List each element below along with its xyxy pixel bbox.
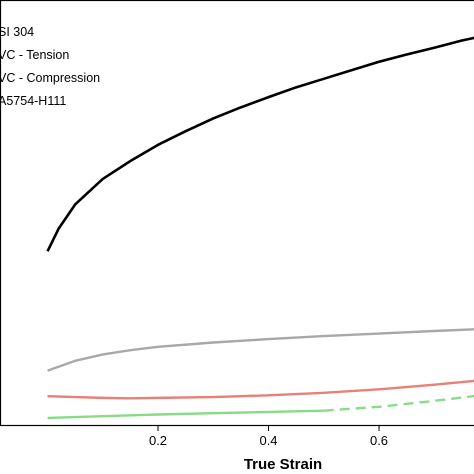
series-layer	[46, 36, 474, 420]
legend-entry-1: SI 304	[0, 25, 34, 39]
series-line-5	[323, 394, 474, 412]
series-line-3	[47, 379, 474, 400]
x-axis: 0.2 0.4 0.6	[149, 426, 388, 448]
x-tick-label-1: 0.2	[149, 433, 167, 448]
series-line-2	[47, 328, 474, 372]
x-axis-label: True Strain	[244, 456, 322, 473]
legend: SI 304 VC - Tension VC - Compression A5754-…	[0, 25, 100, 108]
series-line-1	[46, 36, 474, 252]
x-tick-label-3: 0.6	[370, 433, 388, 448]
x-tick-label-2: 0.4	[259, 433, 277, 448]
series-line-4	[47, 409, 324, 420]
plot-area	[0, 0, 474, 427]
legend-entry-4: A5754-H111	[0, 94, 66, 108]
legend-entry-3: VC - Compression	[0, 71, 100, 85]
legend-entry-2: VC - Tension	[0, 48, 69, 62]
plot-frame	[0, 0, 474, 427]
